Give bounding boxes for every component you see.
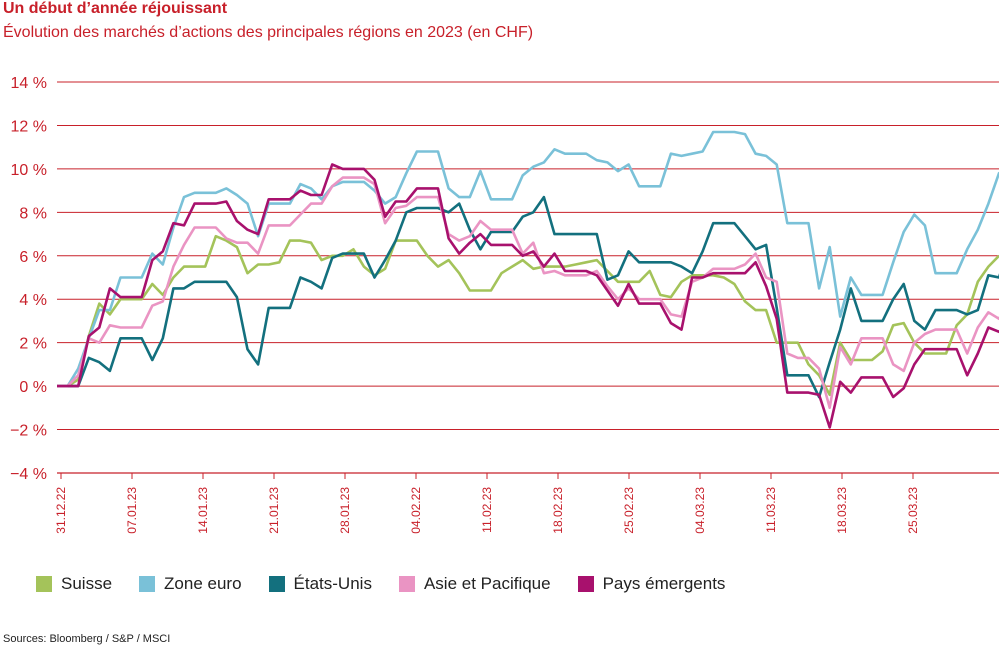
x-tick-label: 28.01.23: [338, 487, 352, 534]
chart-legend: Suisse Zone euro États-Unis Asie et Pacifiq…: [36, 574, 752, 594]
legend-swatch: [268, 576, 285, 592]
x-tick-label: 25.03.23: [906, 487, 920, 534]
legend-item-5: Pays émergents: [577, 574, 726, 594]
y-tick-label: 4 %: [19, 292, 47, 309]
x-tick-label: 25.02.23: [622, 487, 636, 534]
legend-swatch: [36, 576, 52, 592]
series-line-4: [57, 176, 999, 410]
series-line-5: [57, 163, 999, 429]
series-line-2: [57, 130, 999, 388]
series-line-1: [57, 234, 999, 397]
legend-swatch: [139, 576, 156, 592]
y-tick-label: 12 %: [11, 118, 47, 135]
y-tick-label: −2 %: [10, 423, 47, 440]
x-tick-label: 07.01.23: [125, 487, 139, 534]
legend-label: Asie et Pacifique: [423, 574, 551, 593]
legend-label: Pays émergents: [602, 574, 726, 593]
legend-item-4: Asie et Pacifique: [398, 574, 551, 594]
x-tick-label: 31.12.22: [54, 487, 68, 534]
x-tick-label: 04.02.22: [409, 487, 423, 534]
series-line-3: [57, 195, 999, 399]
y-tick-label: −4 %: [10, 466, 47, 483]
legend-swatch: [577, 576, 594, 592]
x-tick-label: 11.03.23: [764, 487, 778, 533]
source-note: Sources: Bloomberg / S&P / MSCI: [3, 633, 171, 645]
x-tick-label: 11.02.23: [480, 487, 494, 533]
legend-label: Zone euro: [164, 574, 242, 593]
y-tick-label: 6 %: [19, 249, 47, 266]
legend-label: États-Unis: [293, 574, 372, 593]
legend-item-1: Suisse: [36, 574, 112, 594]
y-tick-label: 0 %: [19, 379, 47, 396]
y-tick-label: 10 %: [11, 162, 47, 179]
legend-label: Suisse: [61, 574, 113, 593]
x-tick-label: 18.02.23: [551, 487, 565, 534]
legend-item-3: États-Unis: [268, 574, 372, 594]
chart-subtitle: Évolution des marchés d’actions des prin…: [3, 24, 534, 41]
x-tick-label: 14.01.23: [196, 487, 210, 534]
y-tick-label: 8 %: [19, 205, 47, 222]
y-tick-label: 2 %: [19, 336, 47, 353]
chart-title: Un début d’année réjouissant: [3, 0, 228, 17]
x-tick-label: 18.03.23: [835, 487, 849, 534]
legend-swatch: [398, 576, 415, 592]
x-tick-label: 04.03.23: [693, 487, 707, 534]
legend-item-2: Zone euro: [139, 574, 242, 594]
line-chart: 14 % 12 % 10 % 8 % 6 % 4 % 2 % 0 % −2 % −4 % 31.1…: [10, 75, 999, 534]
x-tick-label: 21.01.23: [267, 487, 281, 534]
y-tick-label: 14 %: [11, 75, 47, 92]
